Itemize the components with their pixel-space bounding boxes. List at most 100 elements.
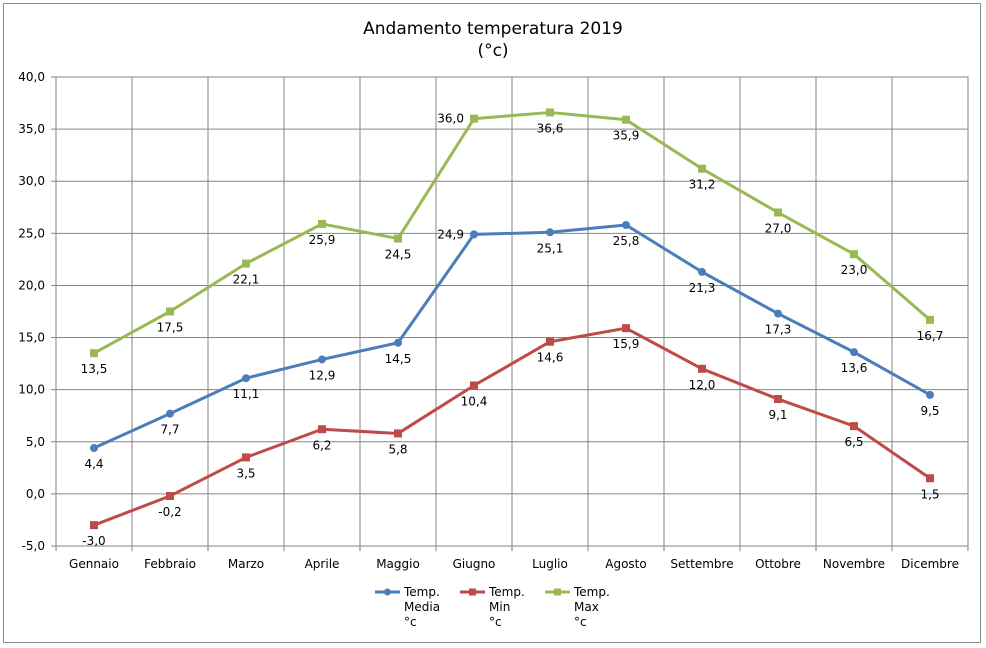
data-point [622, 220, 630, 229]
data-point [850, 348, 858, 357]
data-point [926, 474, 934, 483]
data-point [470, 230, 478, 239]
data-label: 13,5 [81, 362, 108, 376]
x-tick-label: Dicembre [901, 557, 959, 571]
data-label: 11,1 [233, 387, 260, 401]
data-label: 6,5 [844, 435, 863, 449]
x-tick-label: Ottobre [755, 557, 801, 571]
data-label: -0,2 [158, 505, 181, 519]
data-label: 12,0 [689, 378, 716, 392]
data-label: 25,9 [309, 233, 336, 247]
data-point [546, 108, 554, 117]
data-point [90, 349, 98, 358]
data-label: 1,5 [920, 487, 939, 501]
data-point [850, 422, 858, 431]
x-tick-label: Gennaio [69, 557, 119, 571]
data-label: 14,5 [385, 352, 412, 366]
data-label: 25,1 [537, 241, 564, 255]
data-label: 3,5 [236, 466, 255, 480]
data-point [242, 453, 250, 462]
x-tick-label: Marzo [228, 557, 264, 571]
data-label: 15,9 [613, 337, 640, 351]
data-point [318, 355, 326, 364]
data-point [90, 521, 98, 530]
x-tick-label: Febbraio [144, 557, 196, 571]
y-tick-label: 35,0 [18, 122, 45, 136]
legend-label: Temp. [573, 585, 610, 599]
x-tick-label: Novembre [823, 557, 885, 571]
series-line [93, 326, 931, 527]
chart-title: Andamento temperatura 2019 [363, 19, 623, 39]
series-line [93, 223, 931, 450]
legend-label: °c [574, 615, 587, 629]
data-point [622, 324, 630, 333]
data-label: 12,9 [309, 368, 336, 382]
y-tick-label: 25,0 [18, 226, 45, 240]
data-label: -3,0 [82, 534, 105, 548]
y-tick-label: -5,0 [22, 539, 45, 553]
data-label: 13,6 [841, 361, 868, 375]
data-label: 6,2 [312, 438, 331, 452]
data-point [926, 390, 934, 399]
data-label: 23,0 [841, 263, 868, 277]
y-tick-label: 15,0 [18, 331, 45, 345]
data-point [698, 164, 706, 173]
y-tick-label: 30,0 [18, 174, 45, 188]
data-point [774, 208, 782, 217]
data-label: 17,3 [765, 323, 792, 337]
data-label: 36,0 [437, 112, 464, 126]
plot-area: -5,0 0,0 5,0 10,0 15,0 20,0 25,0 30,0 35,0 40,0 Ge… [18, 70, 969, 571]
data-label: 5,8 [388, 442, 407, 456]
chart-frame [3, 3, 981, 643]
data-point [470, 381, 478, 390]
data-label: 27,0 [765, 221, 792, 235]
data-point [850, 250, 858, 259]
legend-label: Temp. [488, 585, 525, 599]
data-point [926, 315, 934, 324]
x-tick-label: Luglio [532, 557, 568, 571]
legend-label: Max [574, 600, 599, 614]
series-line [93, 110, 931, 355]
data-point [622, 115, 630, 124]
data-label: 7,7 [160, 423, 179, 437]
data-point [546, 337, 554, 346]
legend-label: °c [404, 615, 417, 629]
data-label: 14,6 [537, 351, 564, 365]
data-label: 22,1 [233, 273, 260, 287]
data-point [318, 219, 326, 228]
data-label: 9,5 [920, 404, 939, 418]
y-tick-label: 20,0 [18, 278, 45, 292]
data-label: 35,9 [613, 129, 640, 143]
y-tick-label: 0,0 [26, 487, 45, 501]
data-label: 24,5 [385, 248, 412, 262]
data-label: 4,4 [84, 457, 103, 471]
data-label: 21,3 [689, 281, 716, 295]
data-label: 31,2 [689, 178, 716, 192]
legend-label: Media [404, 600, 440, 614]
y-tick-label: 10,0 [18, 383, 45, 397]
x-tick-label: Aprile [305, 557, 340, 571]
data-point [698, 364, 706, 373]
data-point [470, 114, 478, 123]
x-tick-label: Maggio [376, 557, 420, 571]
y-tick-label: 5,0 [26, 435, 45, 449]
data-point [166, 307, 174, 316]
legend-label: °c [489, 615, 502, 629]
data-point [546, 228, 554, 237]
x-tick-label: Giugno [453, 557, 496, 571]
data-point [394, 234, 402, 243]
legend-label: Min [489, 600, 510, 614]
legend-marker [469, 588, 476, 596]
x-tick-label: Agosto [605, 557, 646, 571]
data-label: 16,7 [917, 329, 944, 343]
data-point [242, 374, 250, 383]
data-point [166, 409, 174, 418]
legend-marker [384, 588, 391, 596]
data-point [242, 259, 250, 268]
data-point [698, 267, 706, 276]
data-label: 36,6 [537, 121, 564, 135]
data-label: 17,5 [157, 321, 184, 335]
data-label: 24,9 [437, 227, 464, 241]
data-point [166, 491, 174, 500]
